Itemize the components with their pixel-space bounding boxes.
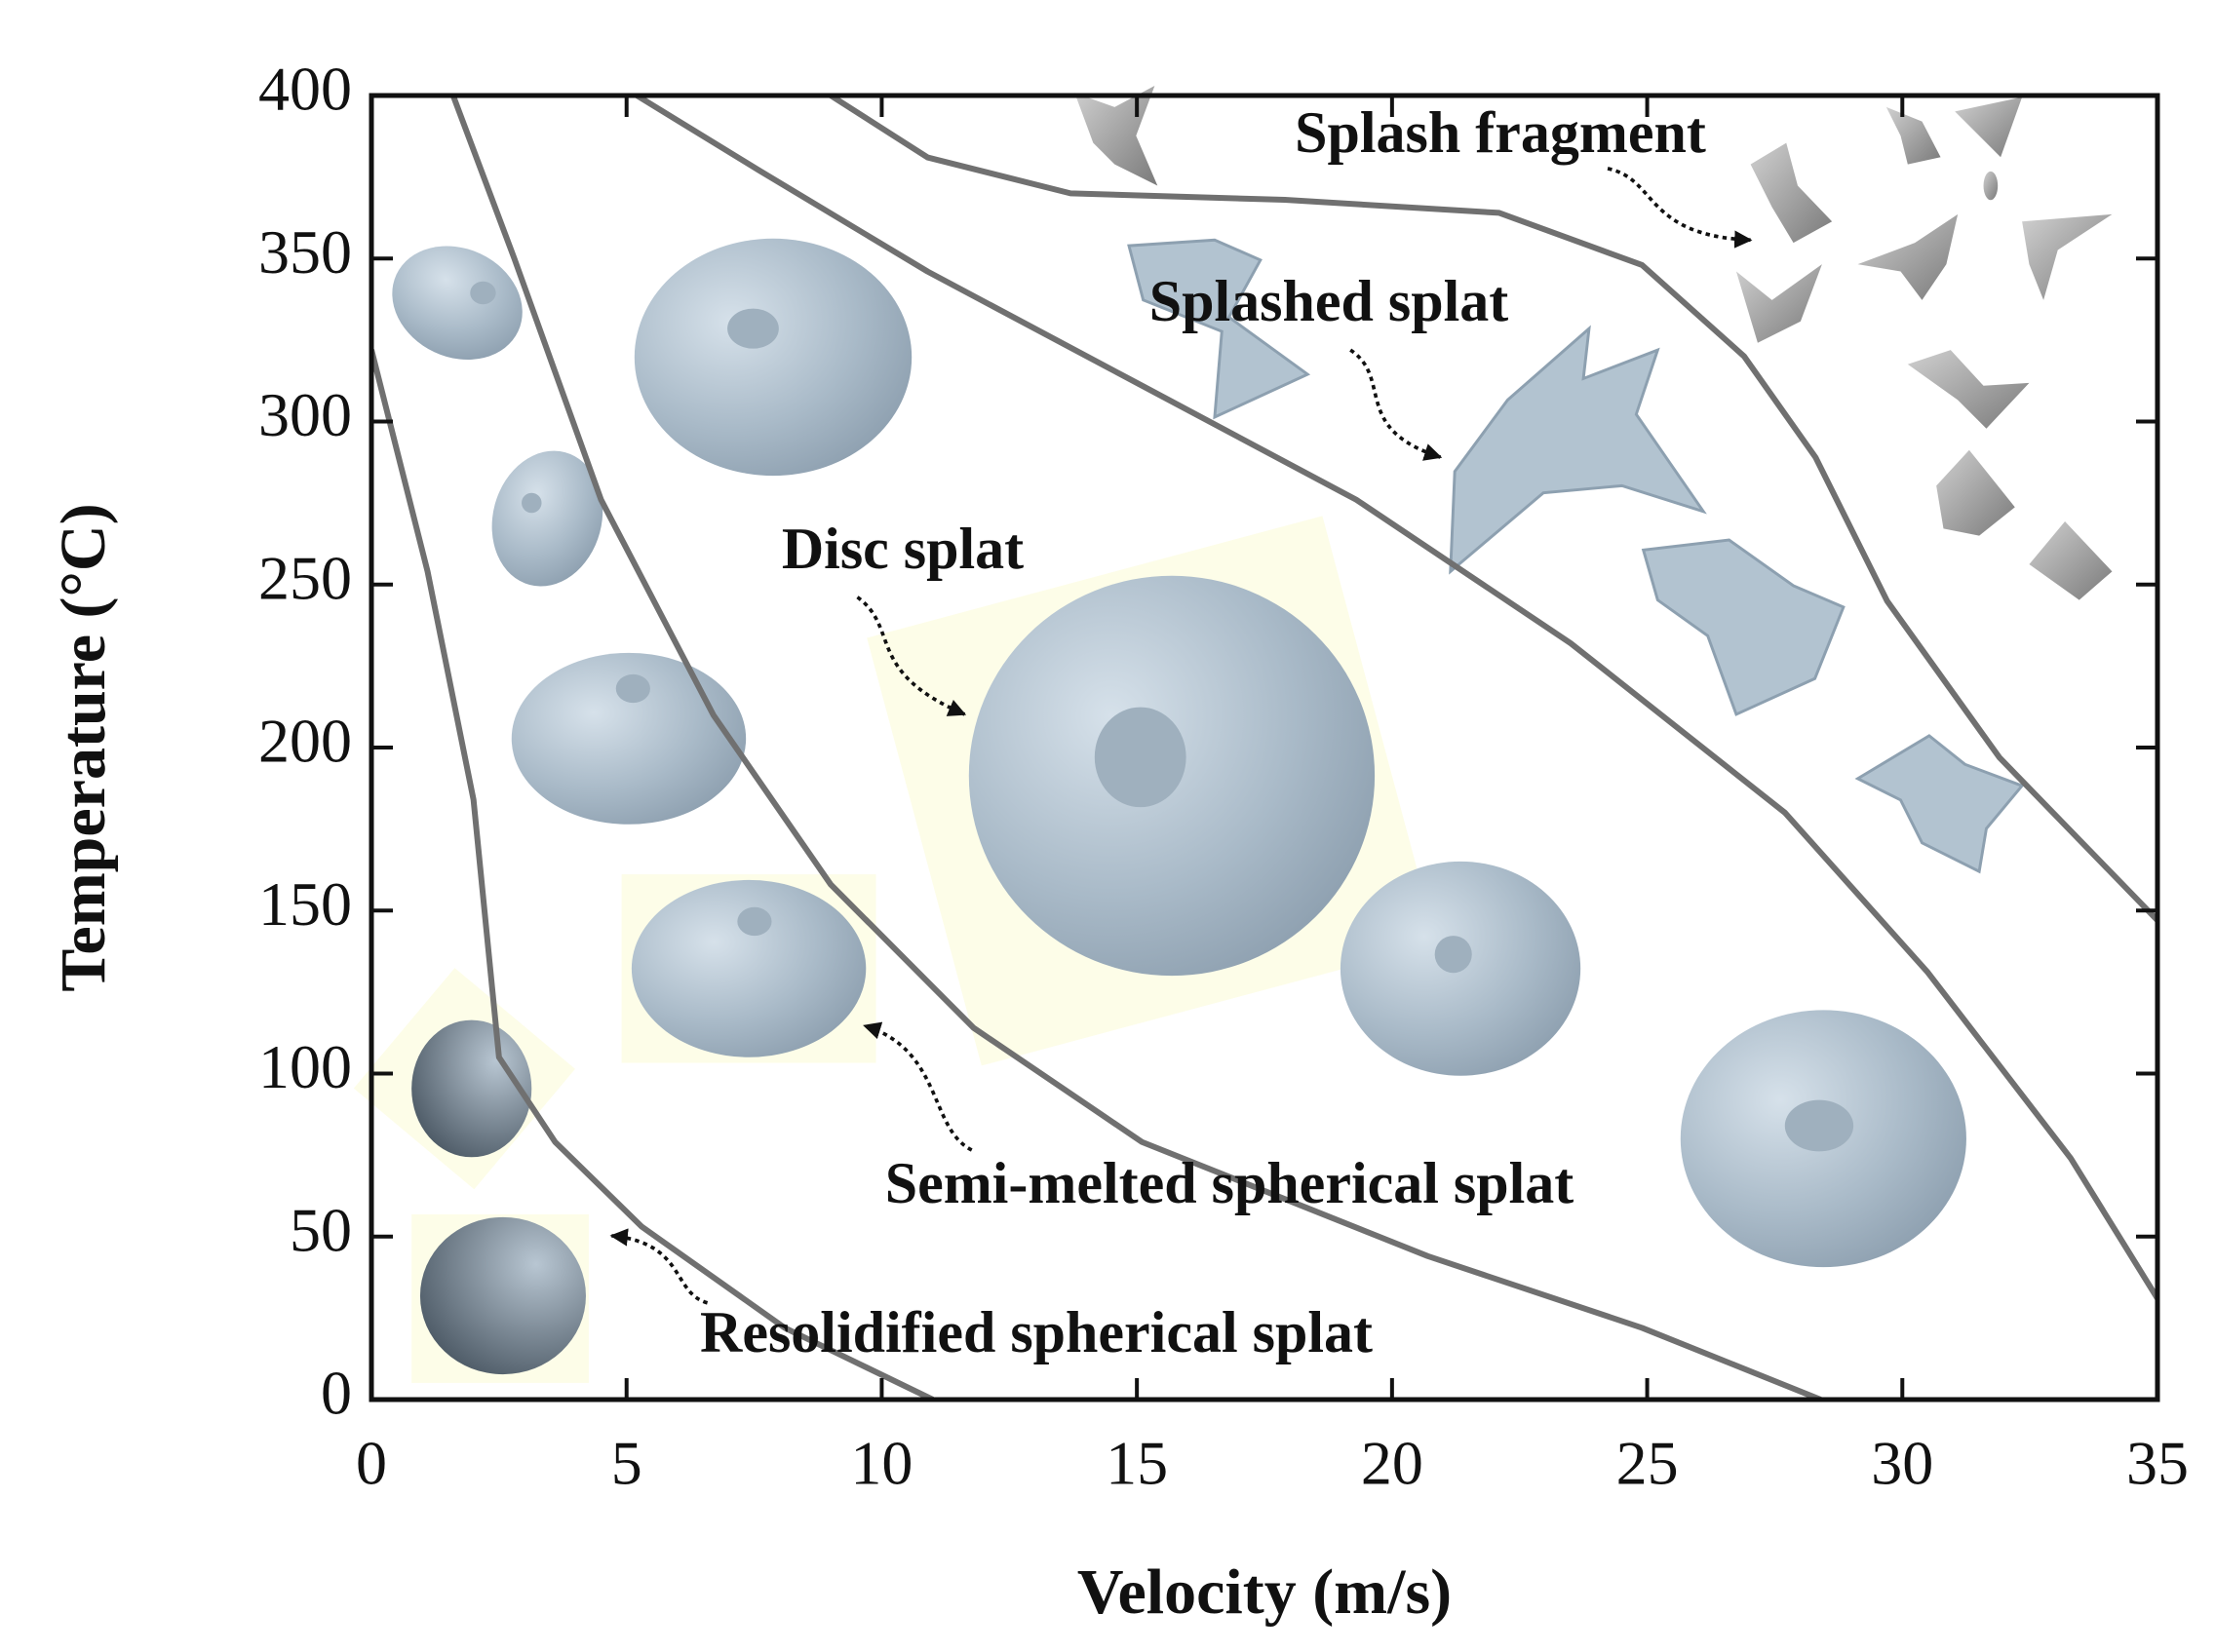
semi-melted-splat (411, 1019, 532, 1158)
resolidified-splat (419, 1216, 586, 1375)
y-tick-label: 0 (321, 1359, 352, 1428)
y-tick-label: 400 (258, 55, 352, 124)
y-tick-label: 200 (258, 707, 352, 776)
plot-area (371, 96, 2157, 1400)
annotation: Splashed splat (1149, 269, 1509, 333)
splats (392, 238, 1966, 1268)
annotation: Splash fragment (1295, 100, 1706, 165)
splat-bumps (470, 281, 1854, 1152)
y-tick-label: 50 (290, 1195, 352, 1264)
x-tick-label: 5 (611, 1429, 642, 1498)
boundary-curve (449, 96, 1822, 1400)
y-tick-label: 350 (258, 217, 352, 287)
annotation: Disc splat (782, 517, 1024, 581)
x-tick-label: 0 (356, 1429, 387, 1498)
x-tick-label: 10 (850, 1429, 913, 1498)
illustrations (353, 85, 2113, 1383)
x-tick-label: 20 (1361, 1429, 1423, 1498)
splashed-splats (1127, 238, 2025, 874)
annotation: Semi-melted spherical splat (885, 1151, 1574, 1215)
x-axis-title: Velocity (m/s) (1077, 1556, 1452, 1628)
y-tick-label: 300 (258, 380, 352, 449)
y-axis-title: Temperature (°C) (48, 503, 119, 991)
y-tick-label: 150 (258, 869, 352, 939)
y-tick-label: 250 (258, 543, 352, 612)
boundary-curve (829, 96, 2157, 923)
boundary-curve (371, 349, 935, 1400)
x-tick-label: 25 (1616, 1429, 1679, 1498)
y-tick-label: 100 (258, 1032, 352, 1101)
x-tick-label: 15 (1106, 1429, 1168, 1498)
x-tick-label: 35 (2126, 1429, 2189, 1498)
annotation: Resolidified spherical splat (700, 1300, 1373, 1364)
arrows (609, 167, 1753, 1305)
x-tick-label: 30 (1871, 1429, 1933, 1498)
splash-fragments (1074, 85, 2113, 600)
boundary-curve (635, 96, 2157, 1300)
